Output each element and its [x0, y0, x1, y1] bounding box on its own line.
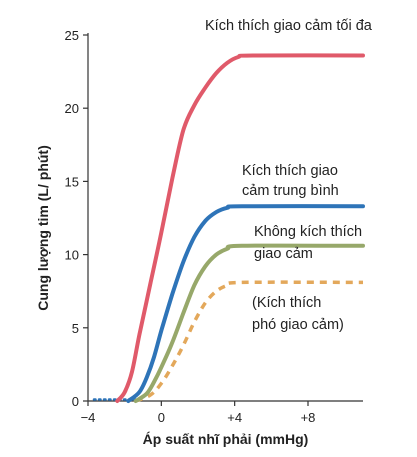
annotation-parasympathetic-line-2: phó giao cảm)	[252, 317, 344, 333]
x-tick-label-0: 0	[158, 410, 165, 425]
x-tick-label--4: −4	[81, 410, 96, 425]
annotation-parasympathetic-line-1: (Kích thích	[252, 295, 321, 311]
annotation-moderate-sympathetic-line-1: Kích thích giao	[242, 163, 338, 179]
y-axis-title: Cung lượng tim (L/ phút)	[35, 145, 51, 311]
annotation-max-sympathetic-line-1: Kích thích giao cảm tối đa	[205, 18, 373, 34]
annotation-no-sympathetic-line-1: Không kích thích	[254, 224, 362, 240]
y-tick-label-20: 20	[65, 101, 79, 116]
series-line-no-sympathetic	[133, 243, 365, 403]
y-tick-label-25: 25	[65, 28, 79, 43]
y-tick-label-5: 5	[72, 321, 79, 336]
x-axis-title: Áp suất nhĩ phải (mmHg)	[143, 431, 309, 447]
y-tick-label-0: 0	[72, 394, 79, 409]
series-line-max-sympathetic	[115, 53, 365, 403]
y-tick-label-15: 15	[65, 174, 79, 189]
series-line-moderate-sympathetic	[126, 204, 365, 403]
x-tick-label-8: +8	[301, 410, 316, 425]
y-tick-label-10: 10	[65, 248, 79, 263]
annotation-no-sympathetic-line-2: giao cảm	[254, 246, 313, 262]
annotation-moderate-sympathetic-line-2: cảm trung bình	[242, 183, 339, 199]
series-line-parasympathetic	[135, 280, 364, 403]
x-tick-label-4: +4	[227, 410, 242, 425]
